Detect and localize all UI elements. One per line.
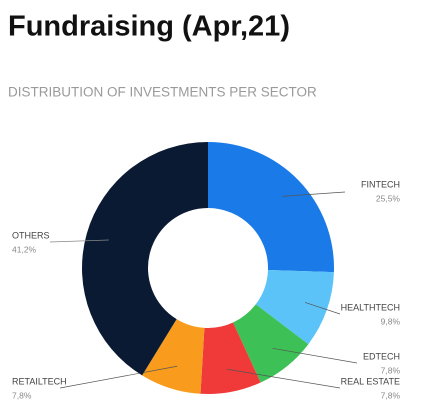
donut-slice [208,142,334,273]
legend-label: FINTECH [361,179,400,189]
donut-slice [233,304,309,383]
donut-slice [255,269,334,345]
value-label: 7,8% [12,390,32,400]
leader-line [226,368,341,389]
chart-title: Fundraising (Apr,21) [8,11,290,43]
leader-line [304,302,341,315]
value-label: 41,2% [12,244,37,254]
legend-label: EDTECH [363,351,400,361]
value-label: 25,5% [376,193,401,203]
value-label: 7,8% [381,365,401,375]
leader-line [272,347,358,364]
legend-label: REAL ESTATE [341,376,400,386]
donut-slice [81,142,208,376]
value-label: 7,8% [381,390,401,400]
chart-subtitle: DISTRIBUTION OF INVESTMENTS PER SECTOR [8,85,317,100]
leader-line [49,239,109,243]
legend-label: RETAILTECH [12,376,67,386]
leader-line [59,365,178,389]
leader-line [282,191,346,197]
legend-label: HEALTHTECH [341,302,400,312]
value-label: 9,8% [381,316,401,326]
donut-slice [200,322,261,394]
legend-label: OTHERS [12,230,50,240]
donut-slice [142,319,205,394]
